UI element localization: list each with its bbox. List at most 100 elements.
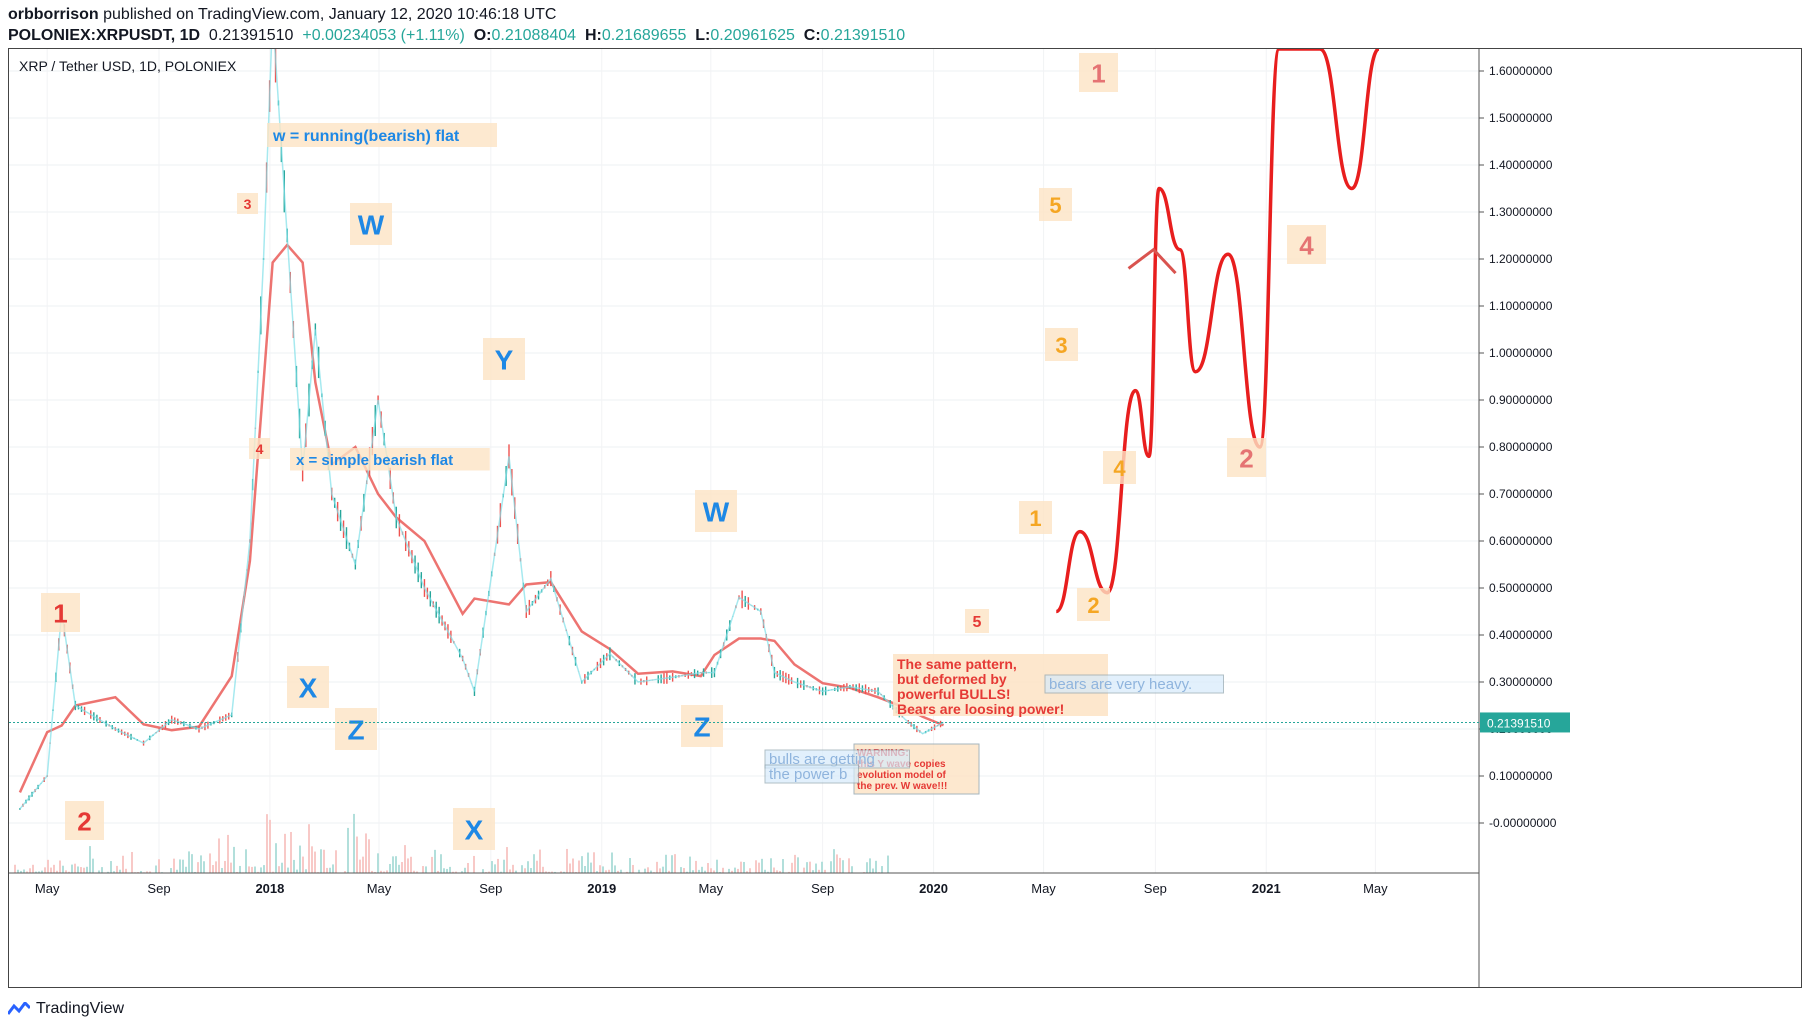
volume-bar [71,864,73,873]
faded-note-box [764,764,859,784]
volume-bar [44,867,46,873]
wave-label: 1 [1029,506,1041,531]
volume-bar [197,862,199,873]
volume-bar [812,870,814,873]
price-line [19,0,944,810]
wave-label: 5 [973,614,982,631]
volume-bar [110,861,112,873]
symbol-label: POLONIEX:XRPUSDT, 1D [8,27,201,44]
volume-bar [704,870,706,873]
x-tick-label: May [1031,881,1056,896]
volume-bar [248,866,250,873]
volume-bar [374,871,376,873]
brand-label[interactable]: TradingView [36,1000,125,1017]
volume-bar [803,867,805,873]
annotation-box [287,666,329,708]
volume-bar [572,858,574,873]
volume-bars [14,813,889,873]
time-axis[interactable]: May Sep 2018 May Sep 2019 May Sep 2020 May Sep 2021… [9,872,1479,896]
volume-bar [272,871,274,873]
wave-label: 1 [53,598,67,628]
x-tick-label: 2018 [255,881,284,896]
volume-bar [551,871,553,873]
volume-bar [386,870,388,873]
volume-bar [50,867,52,873]
y-tick-label: 0.70000000 [1489,487,1553,501]
volume-bar [788,871,790,873]
volume-bar [449,866,451,873]
volume-bar [173,858,175,873]
annotation-box [290,448,490,471]
close-value: 0.21391510 [820,27,906,44]
volume-bar [524,868,526,873]
volume-bar [614,865,616,873]
annotation-box [1227,438,1266,477]
volume-bar [233,846,235,873]
author-name[interactable]: orbborrison [8,6,99,23]
wave-label: 2 [77,806,91,836]
volume-bar [818,869,820,873]
volume-bar [416,871,418,873]
annotation-box [65,801,104,840]
volume-bar [872,868,874,873]
volume-bar [755,860,757,873]
volume-bar [290,831,292,873]
volume-bar [662,866,664,873]
tradingview-logo-icon [8,1002,30,1015]
volume-bar [65,870,67,873]
volume-bar [263,865,265,873]
volume-bar [275,843,277,873]
wave-label: 1 [1091,58,1105,88]
wave-label: 4 [1113,456,1126,481]
high-label: H: [584,27,602,44]
y-tick-label: 1.30000000 [1489,205,1553,219]
wave-label: 3 [1055,333,1067,358]
volume-bar [29,868,31,873]
volume-bar [839,857,841,873]
volume-bar [254,866,256,873]
price-chart[interactable]: w = running(bearish) flat x = simple bear… [9,0,1801,987]
volume-bar [179,859,181,873]
annotation-box [1039,188,1072,221]
volume-bar [80,867,82,873]
volume-bar [521,865,523,873]
wave-label: Z [693,712,710,743]
volume-bar [602,866,604,873]
annotation-box [237,193,258,214]
volume-bar [578,860,580,873]
volume-bar [569,863,571,873]
volume-bar [53,864,55,873]
volume-bar [359,859,361,873]
volume-bar [440,854,442,873]
volume-bar [695,860,697,873]
volume-bar [251,866,253,873]
volume-bar [314,851,316,873]
volume-bar [581,856,583,873]
volume-bar [671,855,673,873]
volume-bar [842,860,844,873]
volume-bar [587,852,589,873]
volume-bar [326,867,328,873]
projection-path [1055,47,1381,614]
volume-bar [533,854,535,873]
open-label: O: [473,27,492,44]
price-axis[interactable]: 1.60000000 1.50000000 1.40000000 1.30000000… [9,49,1570,987]
x-tick-label: May [1363,881,1388,896]
volume-bar [869,858,871,873]
x-tick-label: Sep [1144,881,1167,896]
volume-bar [668,870,670,873]
chart-panel[interactable]: w = running(bearish) flat x = simple bear… [8,0,1802,988]
volume-bar [887,855,889,873]
wave-path [19,14,944,810]
volume-bar [698,869,700,873]
volume-bar [584,865,586,873]
volume-bar [875,860,877,873]
volume-bar [26,871,28,873]
note-text: but deformed by [897,671,1007,687]
volume-bar [656,861,658,873]
volume-bar [452,871,454,873]
volume-bar [362,856,364,873]
volume-bar [506,847,508,873]
volume-bar [794,854,796,873]
high-value: 0.21689655 [601,27,687,44]
